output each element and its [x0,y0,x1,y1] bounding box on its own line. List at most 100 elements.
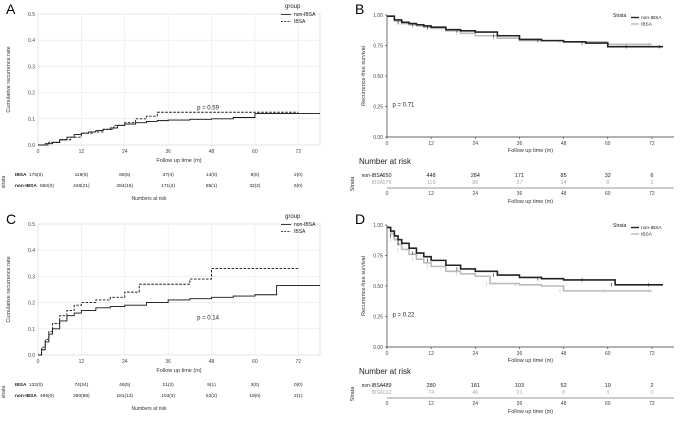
x-axis-label: Follow up time (m) [156,158,201,164]
risk-row-name: IBSA [15,382,27,388]
x-tick-label: 72 [649,351,655,357]
risk-cell: 119 [427,180,436,186]
y-tick-label: 1.00 [373,13,383,19]
legend-entry: IBSA [294,19,306,25]
risk-cell: 37(4) [163,172,175,178]
legend-entry: non-IBSA [294,12,316,18]
risk-cell: 103(3) [161,393,175,399]
y-tick-label: 0.0 [28,143,35,149]
y-tick-label: 0.4 [28,248,35,254]
risk-row-name: IBSA [15,172,27,178]
risk-cell: 171 [515,173,524,179]
legend-entry: IBSA [294,229,306,235]
risk-x-axis-label: Follow up time (m) [508,199,553,205]
risk-cell: 6 [650,173,653,179]
risk-cell: 171(2) [161,183,175,189]
x-tick-label: 36 [517,141,523,147]
legend-title: Strata [613,223,627,229]
y-tick-label: 0.4 [28,38,35,44]
y-tick-label: 0.0 [28,353,35,359]
x-tick-label: 36 [165,359,171,365]
x-tick-label: 36 [517,351,523,357]
risk-cell: 448 [427,173,436,179]
risk-x-tick-label: 0 [386,191,389,197]
risk-cell: 74(24) [74,382,88,388]
panel-letter-D: D [355,211,365,227]
risk-cell: 46 [472,390,478,396]
risk-cell: 85 [561,173,567,179]
risk-cell: 2 [650,383,653,389]
risk-x-tick-label: 0 [386,401,389,407]
risk-table-title: Numbers at risk [131,196,167,202]
risk-table-axis-label: strata [1,386,7,399]
risk-table-title: Number at risk [359,157,412,166]
risk-table-axis-label: Strata [350,176,356,192]
risk-cell: 181 [471,383,480,389]
x-tick-label: 48 [561,351,567,357]
risk-cell: 6(0) [294,183,303,189]
p-value: p = 0.14 [197,316,220,322]
x-axis-label: Follow up time (m) [508,358,553,364]
legend-entry: IBSA [641,22,653,28]
y-tick-label: 1.00 [373,223,383,229]
y-tick-label: 0.2 [28,91,35,97]
risk-cell: 14 [561,180,567,186]
risk-cell: 14(0) [206,172,218,178]
panel-b: B 0.00 0.25 0.50 0.75 1.00 0 12 24 36 48 60 72 Recurr… [341,0,682,210]
series-line-non-ibsa [38,285,320,356]
x-tick-label: 36 [165,149,171,155]
risk-cell: 32 [605,173,611,179]
risk-cell: 86 [472,180,478,186]
p-value: p = 0.71 [393,103,416,109]
risk-table-title: Numbers at risk [131,406,167,412]
panel-c: C 0.0 0.1 0.2 0.3 0.4 0.5 0 12 24 36 48 60 72 Cumulati… [0,210,341,419]
risk-x-tick-label: 60 [605,401,611,407]
y-axis-label: Recurrence-free survival [361,46,367,106]
risk-cell: 280(88) [73,393,90,399]
chart-panel-d: D 0.00 0.25 0.50 0.75 1.00 0 12 24 36 48 60 72 Recurr… [350,211,674,415]
x-tick-label: 12 [79,359,85,365]
legend-title: group [285,214,301,220]
x-tick-label: 72 [649,141,655,147]
risk-cell: 21 [516,390,522,396]
legend-entry: IBSA [641,232,653,238]
chart-panel-c: C 0.0 0.1 0.2 0.3 0.4 0.5 0 12 24 36 48 60 72 Cumulati… [1,211,321,412]
risk-cell: 176 [382,180,391,186]
legend-title: group [285,4,301,10]
risk-row-name: non-IBSA [362,173,384,179]
x-tick-label: 60 [252,149,258,155]
risk-cell: 19(0) [249,393,261,399]
x-tick-label: 12 [428,141,434,147]
y-tick-label: 0.3 [28,64,35,70]
survival-curve-ibsa [387,226,652,292]
risk-cell: 2(0) [294,172,303,178]
risk-cell: 52(2) [206,393,218,399]
x-tick-label: 72 [296,359,302,365]
y-tick-label: 0.00 [373,345,383,351]
risk-cell: 284 [471,173,480,179]
y-tick-label: 0.50 [373,284,383,290]
panel-d: D 0.00 0.25 0.50 0.75 1.00 0 12 24 36 48 60 72 Recurr… [341,210,682,419]
y-tick-label: 0.25 [373,315,383,321]
y-axis-label: Cumulative recurrence rate [6,46,12,112]
p-value: p = 0.22 [393,313,416,319]
plot-area [37,223,321,356]
risk-x-tick-label: 24 [473,401,479,407]
x-tick-label: 24 [473,351,479,357]
risk-x-tick-label: 48 [561,191,567,197]
risk-x-axis-label: Follow up time (m) [508,409,553,415]
risk-cell: 3 [606,390,609,396]
y-axis-label: Cumulative recurrence rate [6,256,12,322]
series-line-ibsa [38,268,299,356]
risk-row-name: IBSA [372,390,384,396]
legend-title: Strata [613,13,627,19]
risk-cell: 21(2) [163,382,175,388]
plot-area [37,13,321,146]
y-tick-label: 0.25 [373,105,383,111]
risk-x-tick-label: 12 [428,401,434,407]
risk-cell: 86(5) [119,172,131,178]
x-tick-label: 48 [209,359,215,365]
p-value: p = 0.59 [197,106,220,112]
x-tick-label: 72 [296,149,302,155]
x-tick-label: 48 [561,141,567,147]
